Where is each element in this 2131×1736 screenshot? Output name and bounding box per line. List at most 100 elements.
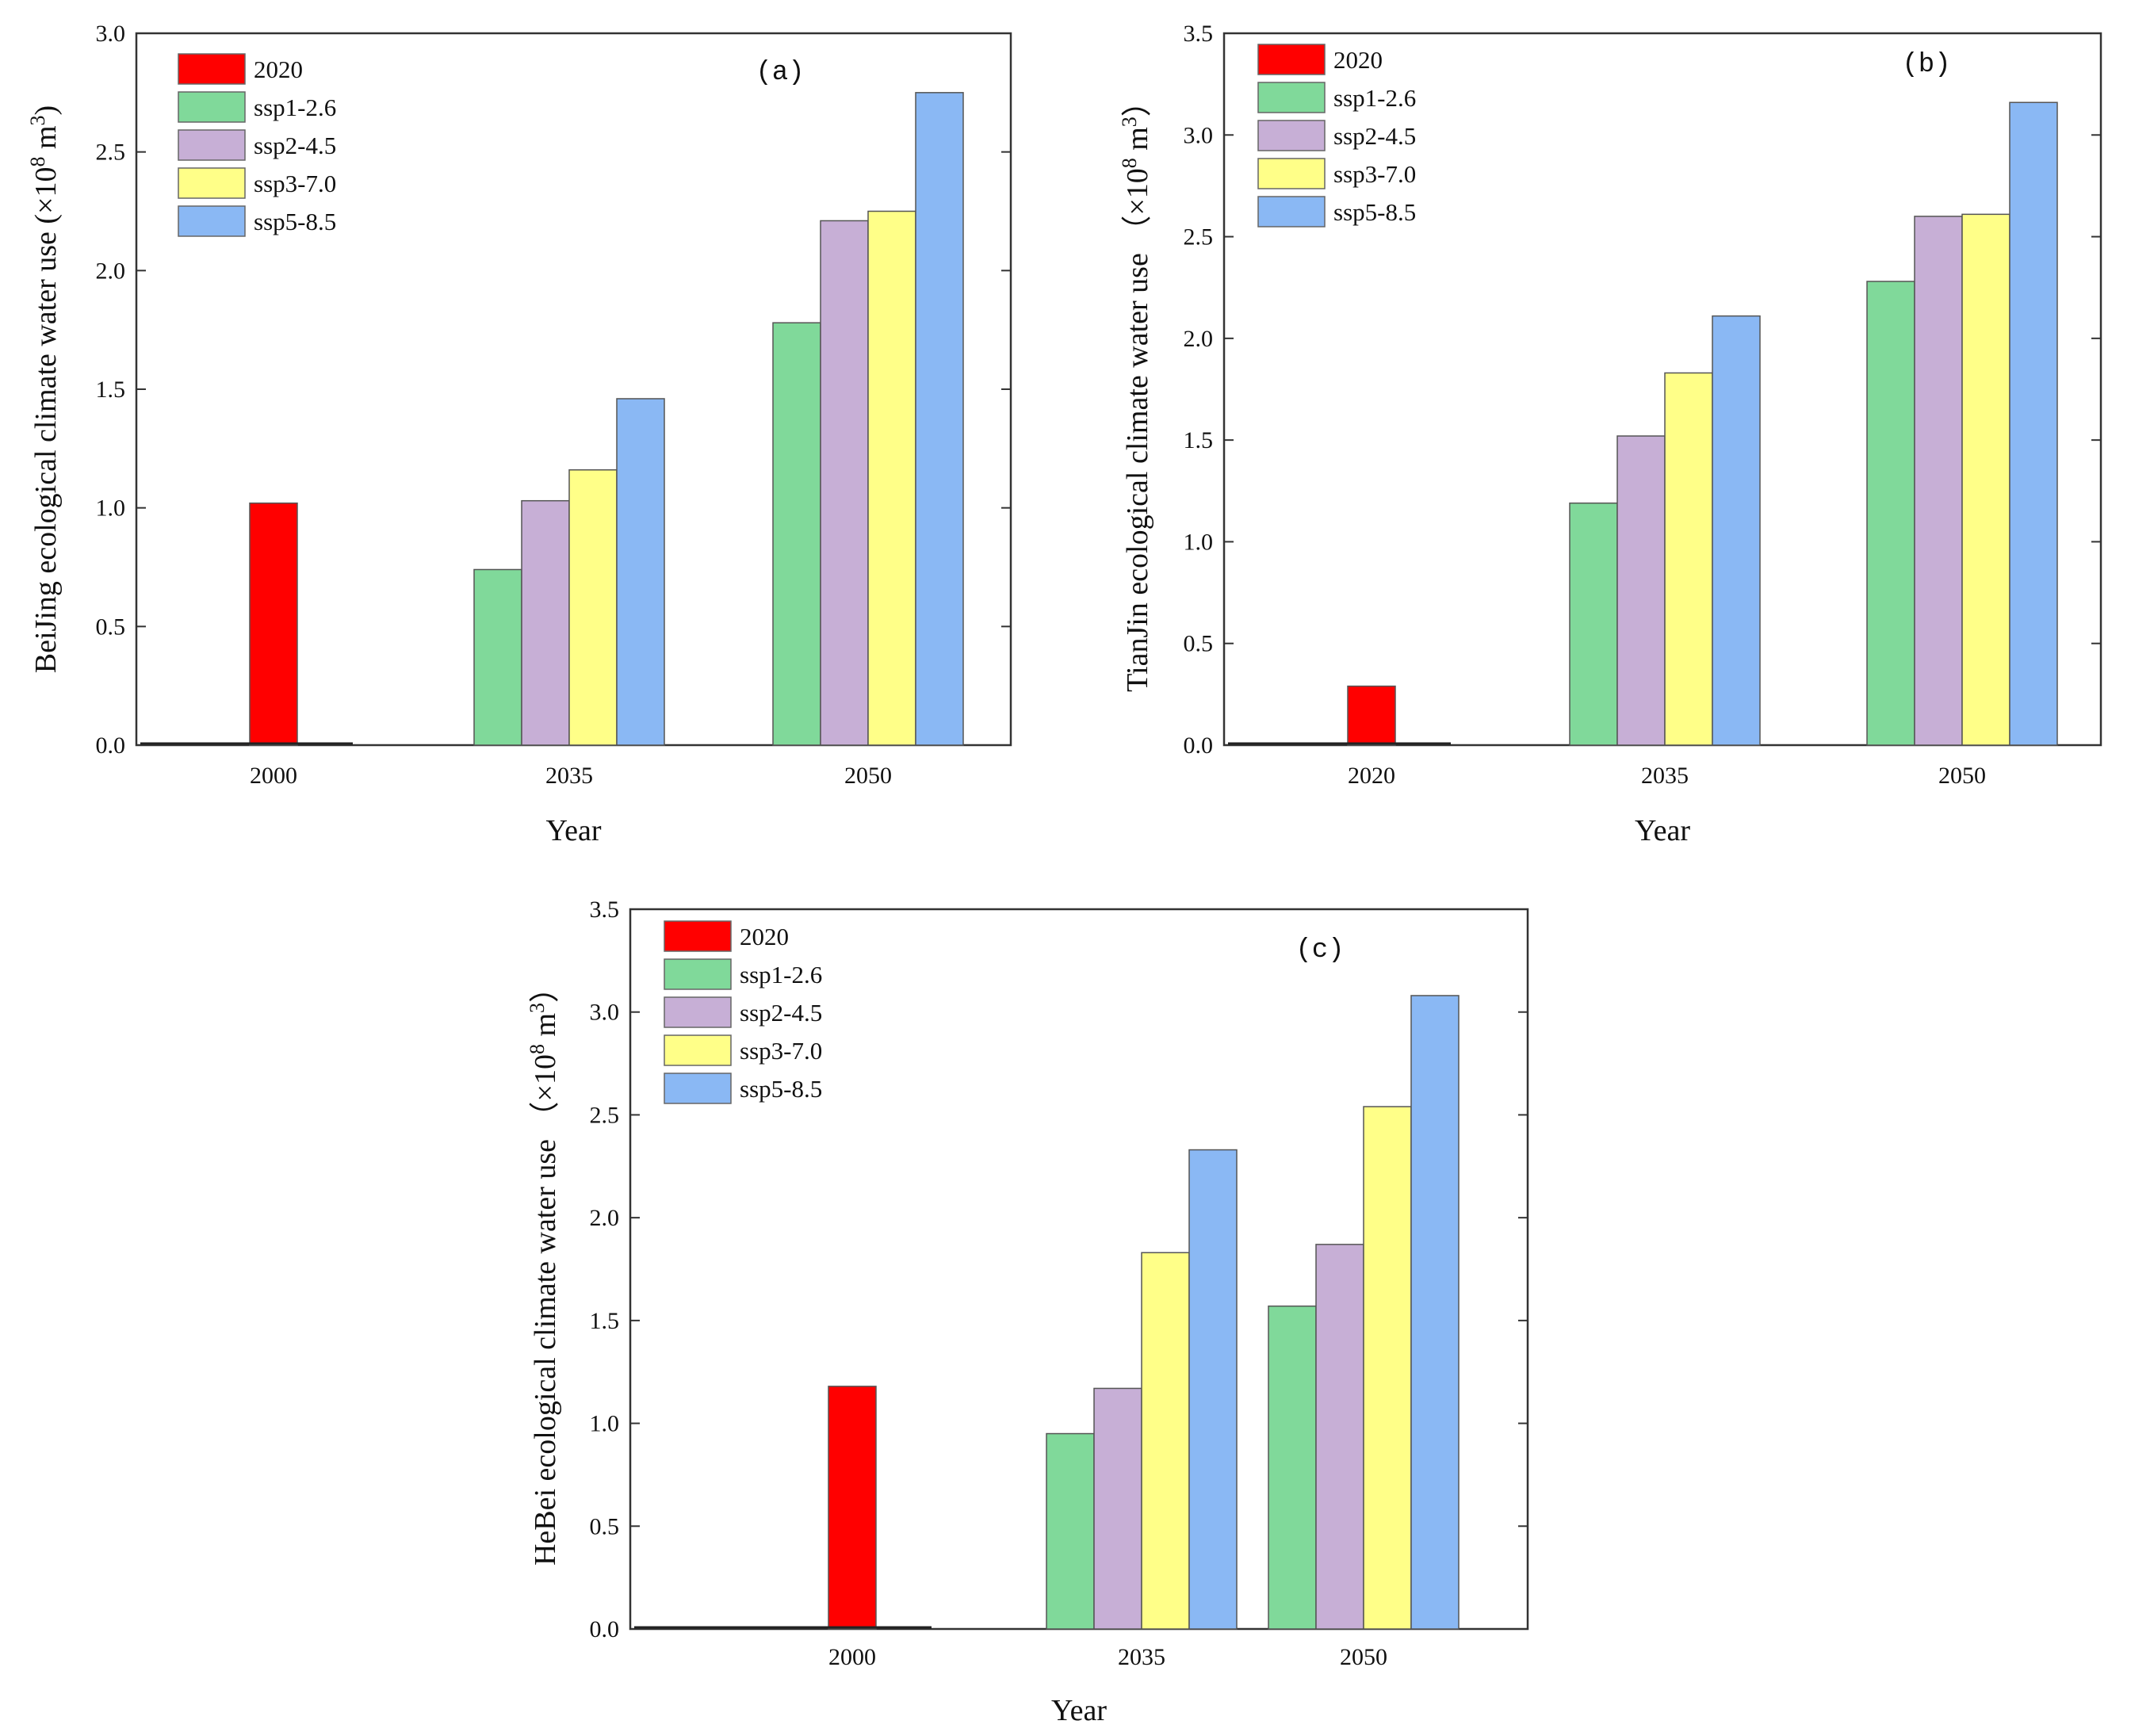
legend-swatch-ssp5-8.5 — [1257, 196, 1326, 228]
y-axis-title-unit: m — [1121, 127, 1154, 158]
legend-label: ssp1-2.6 — [740, 961, 822, 988]
y-tick-label: 3.5 — [590, 897, 620, 923]
legend-swatch-ssp5-8.5 — [178, 205, 246, 237]
y-axis-title-end: ） — [529, 973, 562, 1003]
bar-ssp5-8.5-2050 — [915, 92, 964, 746]
bar-2020-2000 — [828, 1386, 877, 1630]
panel-label: (a) — [756, 58, 804, 88]
y-tick-label: 1.5 — [96, 377, 126, 403]
y-tick-label: 2.0 — [1184, 326, 1214, 352]
y-axis-title-exp: 8 — [26, 157, 49, 167]
legend-swatch-2020 — [664, 920, 732, 952]
legend-label: ssp5-8.5 — [254, 208, 336, 235]
x-tick-label: 2050 — [1340, 1644, 1387, 1670]
legend-label: ssp5-8.5 — [740, 1075, 822, 1103]
bar-ssp3-7.0-2050 — [1363, 1106, 1412, 1630]
y-axis-title: TianJin ecological climate water use （×1… — [1118, 86, 1154, 692]
y-axis-title-end: ) — [29, 105, 63, 116]
bar-ssp5-8.5-2035 — [616, 398, 665, 746]
panel-c: 0.0 0.5 1.0 1.5 2.0 2.5 3.0 3.5 2000 2035 2050 2020… — [526, 897, 1529, 1727]
y-axis-title-exp: 3 — [526, 1003, 549, 1013]
bar-2020-2020 — [1347, 685, 1396, 746]
bar-ssp2-4.5-2035 — [1616, 435, 1666, 746]
legend-label: ssp3-7.0 — [254, 170, 336, 197]
legend-label: ssp3-7.0 — [1333, 160, 1416, 188]
y-tick-label: 2.5 — [1184, 224, 1214, 250]
x-tick-label: 2000 — [828, 1644, 876, 1670]
legend-label: ssp2-4.5 — [740, 999, 822, 1027]
bar-ssp5-8.5-2035 — [1712, 315, 1761, 746]
legend-label: ssp5-8.5 — [1333, 198, 1416, 226]
legend-swatch-ssp3-7.0 — [178, 167, 246, 199]
bar-ssp2-4.5-2035 — [1093, 1387, 1142, 1630]
x-tick-label: 2050 — [844, 763, 892, 789]
y-tick-label: 2.5 — [96, 140, 126, 166]
y-axis-title-main: TianJin ecological climate water use （×1… — [1121, 168, 1154, 692]
y-axis-title-unit: m — [529, 1013, 562, 1044]
bar-ssp5-8.5-2035 — [1188, 1149, 1238, 1630]
y-axis-title-main: BeiJing ecological climate water use (×1… — [29, 167, 63, 674]
y-tick-label: 1.0 — [96, 495, 126, 522]
y-axis-title-main: HeBei ecological climate water use （×10 — [529, 1054, 562, 1566]
bar-2020-2000 — [249, 502, 298, 746]
legend-swatch-ssp1-2.6 — [1257, 82, 1326, 113]
bar-ssp1-2.6-2050 — [1268, 1305, 1317, 1630]
panel-a: 0.0 0.5 1.0 1.5 2.0 2.5 3.0 2000 2035 2050 2020 ssp… — [26, 21, 1012, 847]
legend-label: ssp2-4.5 — [254, 132, 336, 159]
panel-label: (c) — [1295, 935, 1344, 966]
bar-ssp2-4.5-2050 — [1914, 216, 1963, 746]
legend-label: ssp1-2.6 — [1333, 84, 1416, 112]
x-tick-label: 2020 — [1348, 763, 1395, 789]
y-tick-label: 0.0 — [96, 732, 126, 759]
bar-ssp5-8.5-2050 — [2009, 101, 2058, 746]
y-axis-title-end: ） — [1121, 86, 1154, 117]
x-axis-title: Year — [1051, 1694, 1107, 1727]
y-tick-label: 3.0 — [590, 1000, 620, 1026]
legend-label: 2020 — [254, 55, 303, 83]
legend-label: 2020 — [740, 923, 789, 950]
x-tick-label: 2035 — [545, 763, 593, 789]
y-tick-label: 0.5 — [96, 614, 126, 640]
bar-ssp1-2.6-2035 — [1046, 1432, 1095, 1630]
y-tick-label: 1.5 — [590, 1308, 620, 1334]
legend-swatch-ssp2-4.5 — [664, 996, 732, 1028]
bar-ssp1-2.6-2050 — [1866, 281, 1915, 746]
legend-swatch-2020 — [178, 53, 246, 85]
bar-ssp3-7.0-2050 — [1961, 213, 2010, 746]
y-tick-label: 2.0 — [590, 1205, 620, 1231]
x-axis-title: Year — [545, 814, 601, 847]
y-axis-title-exp: 8 — [1118, 158, 1141, 168]
legend-swatch-ssp3-7.0 — [1257, 158, 1326, 189]
legend-swatch-2020 — [1257, 44, 1326, 75]
bar-ssp1-2.6-2035 — [473, 568, 522, 746]
y-tick-label: 1.0 — [1184, 529, 1214, 555]
y-tick-label: 0.0 — [1184, 732, 1214, 759]
x-tick-label: 2000 — [250, 763, 297, 789]
x-tick-label: 2035 — [1118, 1644, 1165, 1670]
bar-ssp3-7.0-2035 — [568, 469, 618, 746]
legend-label: ssp1-2.6 — [254, 94, 336, 121]
y-tick-label: 0.5 — [1184, 631, 1214, 657]
legend-swatch-ssp1-2.6 — [178, 91, 246, 123]
bar-ssp1-2.6-2035 — [1569, 502, 1618, 746]
bar-ssp2-4.5-2035 — [521, 499, 570, 746]
legend-swatch-ssp5-8.5 — [664, 1073, 732, 1104]
y-tick-label: 2.0 — [96, 258, 126, 284]
legend-label: 2020 — [1333, 46, 1383, 74]
y-tick-label: 0.5 — [590, 1513, 620, 1539]
y-tick-label: 2.5 — [590, 1102, 620, 1128]
y-tick-label: 0.0 — [590, 1616, 620, 1642]
y-axis-title: BeiJing ecological climate water use (×1… — [26, 105, 63, 673]
x-tick-label: 2050 — [1938, 763, 1986, 789]
bar-ssp3-7.0-2050 — [867, 210, 916, 746]
bar-ssp1-2.6-2050 — [772, 322, 821, 746]
x-tick-label: 2035 — [1641, 763, 1689, 789]
y-tick-label: 1.5 — [1184, 427, 1214, 453]
bar-ssp2-4.5-2050 — [820, 220, 869, 746]
bar-ssp2-4.5-2050 — [1315, 1244, 1364, 1630]
panel-label: (b) — [1902, 50, 1950, 80]
x-axis-title: Year — [1635, 814, 1690, 847]
y-axis-title-exp: 3 — [26, 115, 49, 125]
legend-swatch-ssp1-2.6 — [664, 958, 732, 990]
